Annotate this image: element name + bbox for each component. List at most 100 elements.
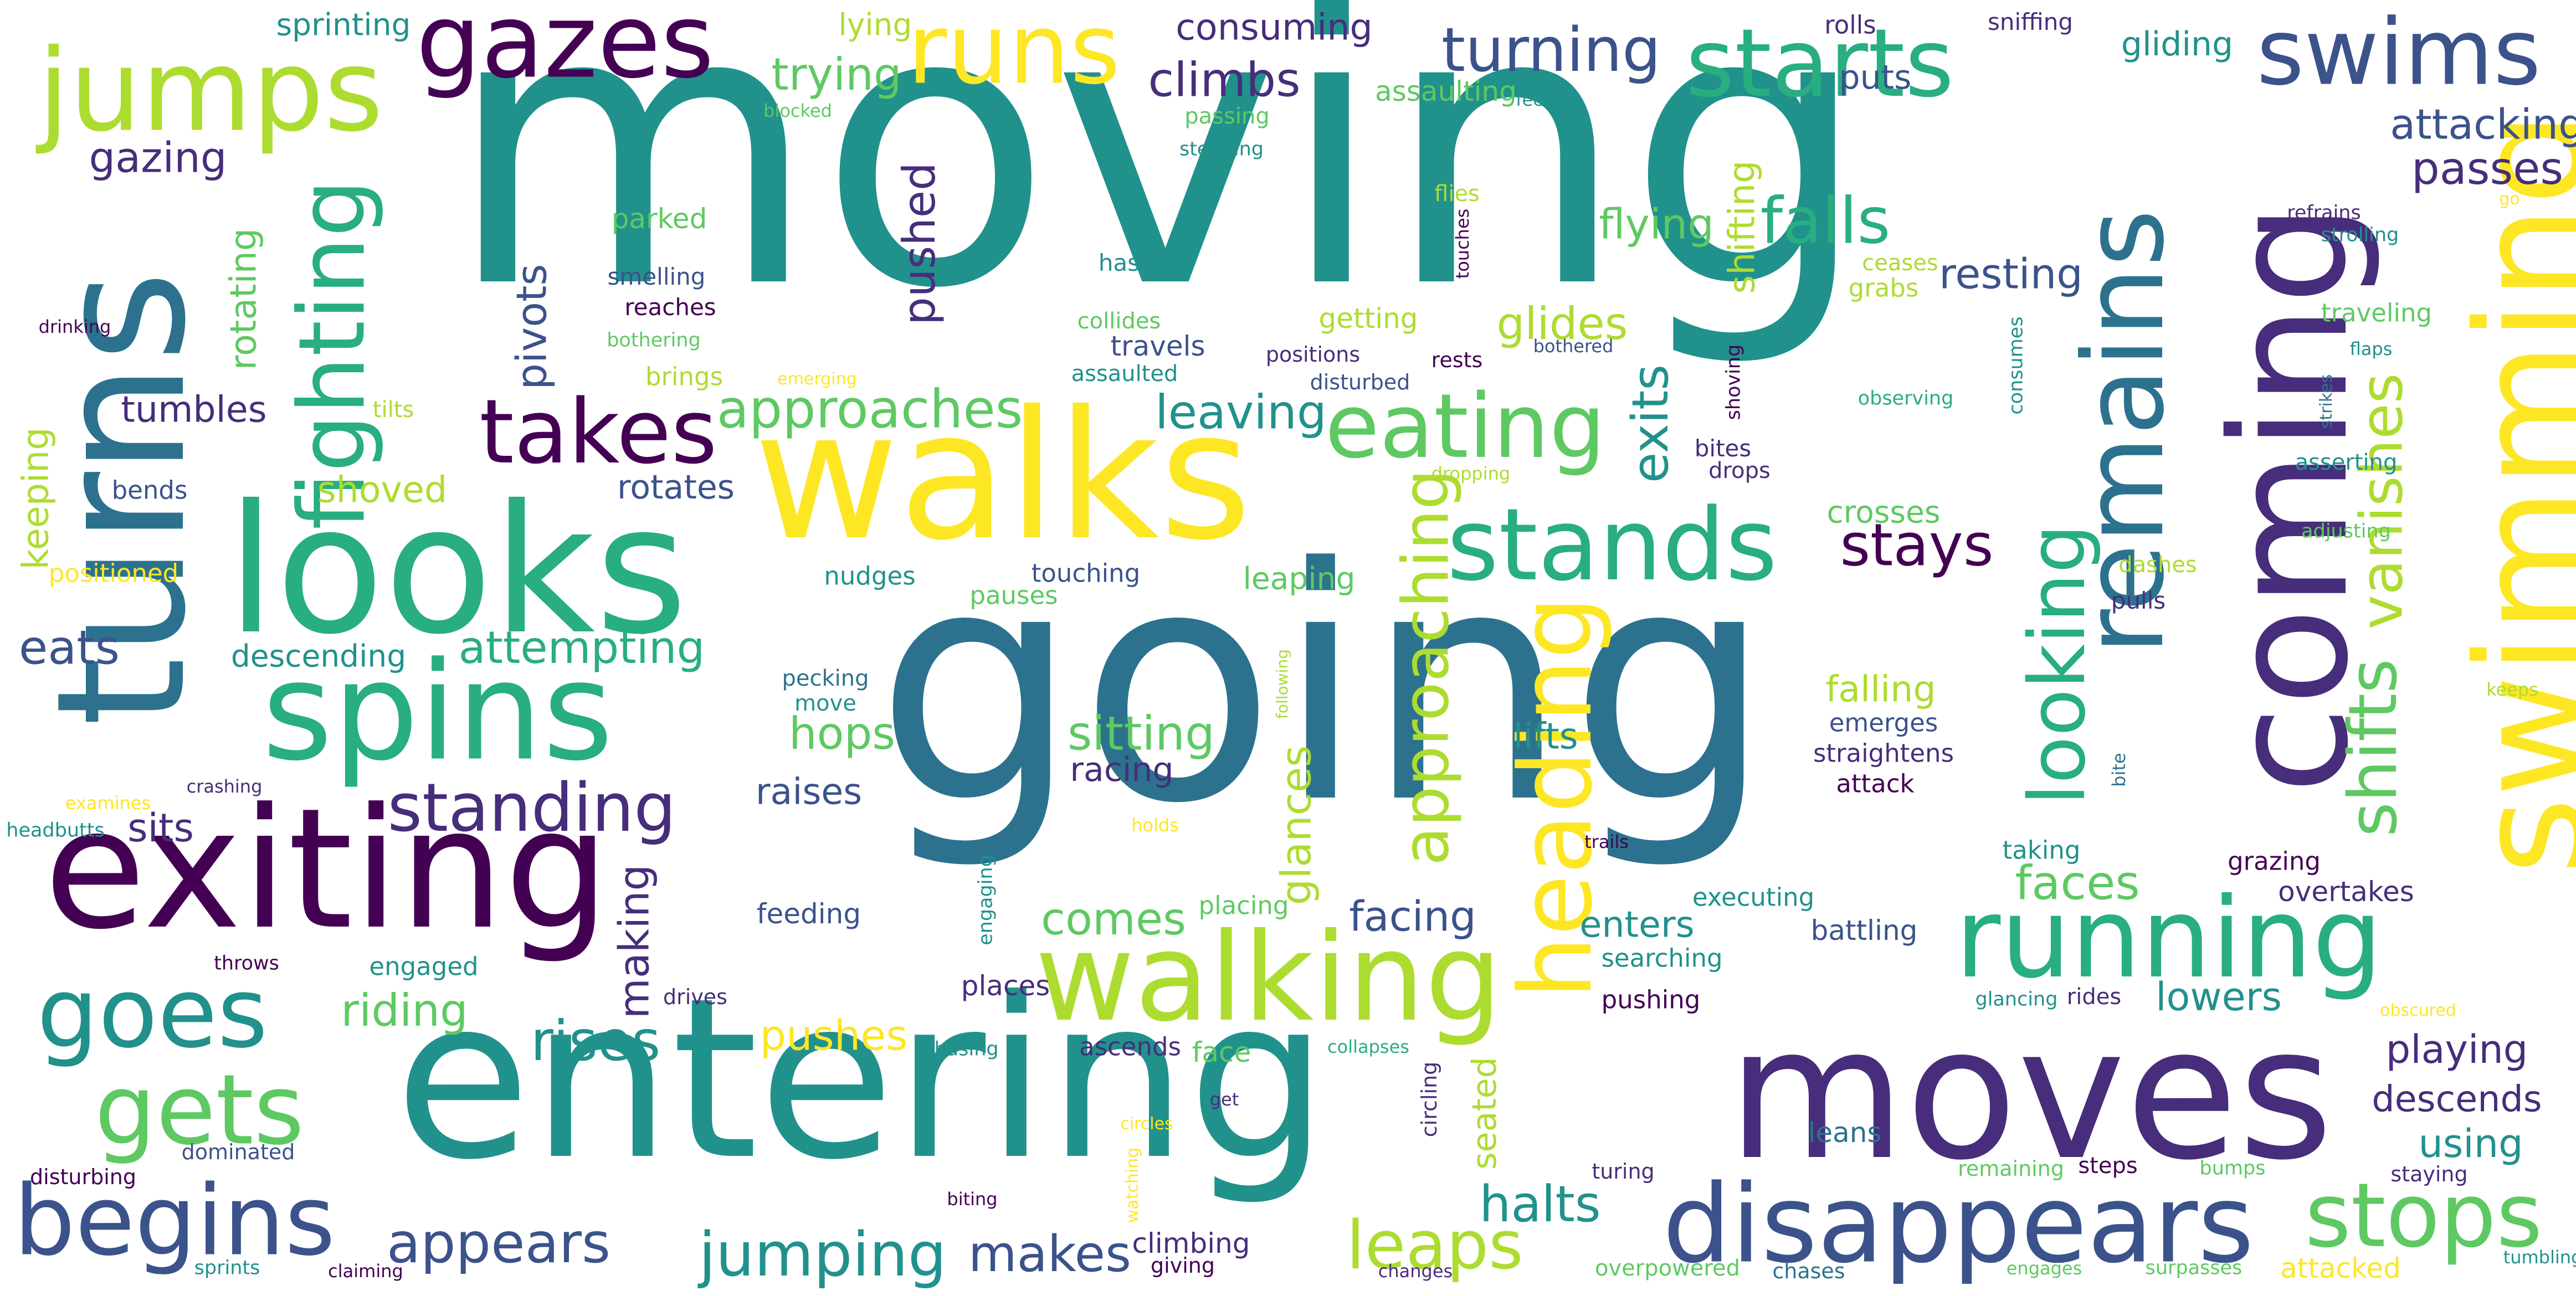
word-racing: racing: [1070, 750, 1174, 789]
word-sitting: sitting: [1068, 706, 1215, 762]
word-running: running: [1955, 874, 2383, 1003]
word-bites: bites: [1694, 435, 1752, 462]
word-leaps: leaps: [1346, 1207, 1523, 1284]
word-searching: searching: [1601, 943, 1723, 973]
word-chases: chases: [1772, 1259, 1845, 1283]
word-playing: playing: [2385, 1027, 2528, 1072]
word-gazes: gazes: [415, 0, 715, 101]
word-descending: descending: [230, 638, 407, 674]
word-comes: comes: [1041, 893, 1186, 945]
word-shifts: shifts: [2335, 659, 2412, 837]
word-ascends: ascends: [1079, 1032, 1181, 1062]
word-battling: battling: [1810, 914, 1918, 947]
word-makes: makes: [968, 1225, 1131, 1283]
word-go: go: [2499, 189, 2520, 209]
word-starts: starts: [1685, 9, 1954, 119]
word-taking: taking: [2002, 835, 2081, 865]
word-pecking: pecking: [782, 666, 869, 691]
word-glides: glides: [1496, 298, 1628, 349]
word-eats: eats: [19, 620, 120, 676]
word-assaulted: assaulted: [1071, 361, 1178, 387]
word-engaged: engaged: [369, 952, 479, 981]
word-exiting: exiting: [44, 773, 610, 966]
word-entering: entering: [394, 951, 1328, 1208]
word-goes: goes: [37, 957, 268, 1070]
word-consuming: consuming: [1176, 7, 1373, 49]
word-riding: riding: [341, 985, 468, 1036]
word-climbing: climbing: [1132, 1227, 1250, 1259]
word-straightens: straightens: [1813, 738, 1954, 768]
word-blocked: blocked: [763, 100, 832, 121]
word-bothering: bothering: [607, 329, 701, 352]
word-obscured: obscured: [2380, 1001, 2456, 1020]
word-staying: staying: [2390, 1162, 2468, 1186]
word-observing: observing: [1857, 387, 1954, 410]
word-pivots: pivots: [507, 264, 556, 390]
word-puts: puts: [1839, 58, 1912, 97]
word-adjusting: adjusting: [2301, 520, 2391, 543]
word-rises: rises: [530, 1009, 661, 1073]
word-tumbles: tumbles: [121, 389, 267, 431]
word-emerges: emerges: [1829, 708, 1938, 738]
word-making: making: [609, 864, 659, 1019]
word-turning: turning: [1441, 14, 1661, 85]
word-stops: stops: [2305, 1164, 2543, 1267]
word-jumping: jumping: [699, 1219, 947, 1290]
word-surpasses: surpasses: [2145, 1257, 2243, 1279]
word-circling: circling: [1417, 1061, 1441, 1138]
word-falls: falls: [1760, 184, 1891, 259]
word-grabs: grabs: [1848, 273, 1919, 303]
word-brings: brings: [645, 362, 723, 392]
word-nudges: nudges: [824, 561, 916, 591]
word-travels: travels: [1110, 330, 1205, 362]
word-attempting: attempting: [458, 622, 705, 673]
word-reaches: reaches: [624, 294, 716, 321]
word-disappears: disappears: [1662, 1161, 2254, 1287]
word-strolling: strolling: [2321, 224, 2399, 246]
word-headbutts: headbutts: [6, 819, 105, 842]
word-trails: trails: [1584, 831, 1629, 852]
word-pushing: pushing: [1601, 985, 1701, 1015]
word-gazing: gazing: [89, 133, 227, 182]
word-drops: drops: [1708, 458, 1771, 484]
word-placing: placing: [1198, 891, 1289, 920]
word-has: has: [1098, 249, 1140, 276]
word-passes: passes: [2411, 143, 2564, 194]
word-flies: flies: [1434, 181, 1480, 207]
word-leaving: leaving: [1155, 385, 1327, 440]
word-smelling: smelling: [607, 263, 706, 290]
word-pauses: pauses: [969, 580, 1058, 610]
word-eating: eating: [1325, 374, 1606, 478]
word-sprints: sprints: [194, 1257, 260, 1279]
word-rolls: rolls: [1824, 10, 1876, 40]
word-overpowered: overpowered: [1595, 1256, 1740, 1281]
word-get: get: [1209, 1089, 1239, 1110]
word-chasing: chasing: [923, 1038, 999, 1061]
word-halts: halts: [1479, 1175, 1601, 1233]
word-feeding: feeding: [756, 898, 861, 930]
word-examines: examines: [65, 793, 151, 814]
word-touches: touches: [1452, 208, 1473, 279]
word-asserting: asserting: [2295, 450, 2398, 475]
word-appears: appears: [386, 1211, 611, 1276]
word-remaining: remaining: [1958, 1156, 2064, 1181]
word-takes: takes: [479, 380, 717, 484]
word-claiming: claiming: [328, 1261, 403, 1282]
word-jumps: jumps: [38, 25, 383, 157]
word-gets: gets: [94, 1054, 305, 1167]
word-attack: attack: [1836, 769, 1915, 799]
word-tilts: tilts: [372, 397, 414, 423]
word-moving: moving: [446, 0, 1870, 372]
word-watching: watching: [1123, 1147, 1142, 1223]
word-gliding: gliding: [2121, 25, 2234, 64]
word-pushed: pushed: [894, 162, 945, 325]
word-positioned: positioned: [48, 558, 179, 588]
word-following: following: [1273, 649, 1291, 719]
word-holds: holds: [1131, 815, 1179, 836]
word-raises: raises: [755, 771, 863, 813]
word-runs: runs: [907, 0, 1121, 106]
word-dropping: dropping: [1431, 463, 1511, 484]
word-rotates: rotates: [617, 468, 735, 507]
word-getting: getting: [1318, 302, 1418, 335]
